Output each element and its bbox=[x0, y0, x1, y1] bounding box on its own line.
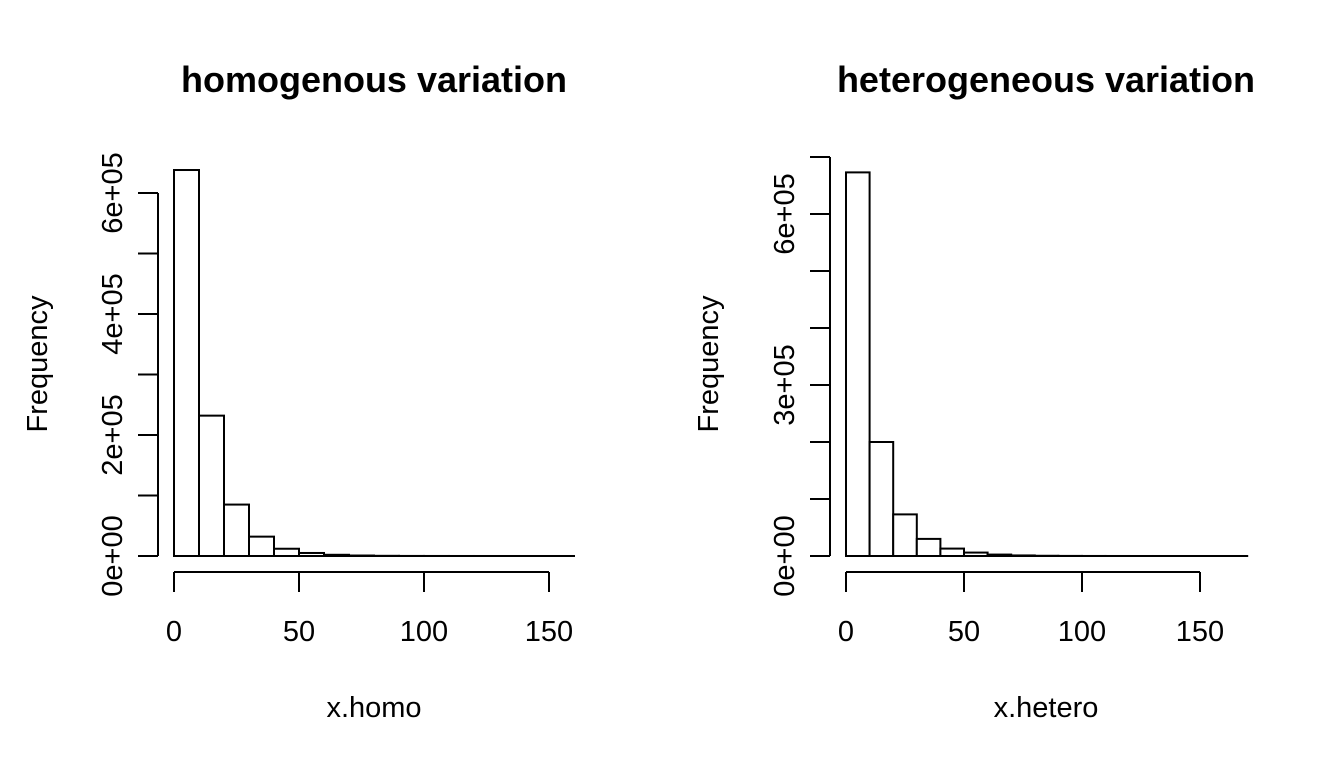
x-tick-label: 150 bbox=[1176, 616, 1224, 648]
histogram-bar bbox=[173, 169, 200, 557]
bars bbox=[173, 169, 575, 558]
y-tick-label: 6e+05 bbox=[97, 152, 129, 233]
x-axis-label: x.hetero bbox=[994, 692, 1099, 724]
x-tick-label: 50 bbox=[283, 616, 315, 648]
y-axis: 0e+00 3e+05 6e+05 bbox=[769, 156, 831, 597]
x-axis-label: x.homo bbox=[326, 692, 421, 724]
histogram-bar bbox=[198, 414, 225, 558]
y-tick-label: 6e+05 bbox=[769, 173, 801, 254]
x-tick-label: 50 bbox=[948, 616, 980, 648]
histogram-panel-homogenous: homogenous variation x.homo Frequency 0 5… bbox=[22, 59, 575, 724]
y-tick-label: 3e+05 bbox=[769, 344, 801, 425]
histogram-bar bbox=[915, 537, 942, 558]
y-axis-label: Frequency bbox=[22, 295, 54, 433]
y-tick-label: 0e+00 bbox=[97, 515, 129, 596]
histogram-panel-heterogeneous: heterogeneous variation x.hetero Frequen… bbox=[693, 59, 1255, 724]
histogram-bar bbox=[223, 503, 250, 558]
x-axis: 0 50 100 150 bbox=[838, 571, 1224, 648]
x-axis: 0 50 100 150 bbox=[166, 571, 573, 648]
histogram-bar bbox=[939, 547, 966, 558]
histogram-bar bbox=[963, 551, 989, 558]
chart-title: homogenous variation bbox=[181, 59, 567, 100]
bars bbox=[845, 171, 1249, 558]
histogram-bar bbox=[273, 547, 300, 557]
x-tick-label: 100 bbox=[400, 616, 448, 648]
y-tick-label: 4e+05 bbox=[97, 273, 129, 354]
y-axis-label: Frequency bbox=[693, 295, 725, 433]
histogram-bar bbox=[986, 553, 1013, 558]
x-tick-label: 100 bbox=[1058, 616, 1106, 648]
histogram-bar bbox=[298, 551, 325, 557]
y-tick-label: 2e+05 bbox=[97, 394, 129, 475]
histogram-bar bbox=[1010, 554, 1036, 557]
x-tick-label: 0 bbox=[166, 616, 182, 648]
y-tick-label: 0e+00 bbox=[769, 515, 801, 596]
x-tick-label: 150 bbox=[525, 616, 573, 648]
histogram-bar bbox=[845, 171, 871, 557]
histogram-bar bbox=[248, 535, 275, 558]
histogram-bar bbox=[892, 513, 918, 558]
x-tick-label: 0 bbox=[838, 616, 854, 648]
histogram-bar bbox=[868, 441, 895, 557]
y-axis: 0e+00 2e+05 4e+05 6e+05 bbox=[97, 152, 159, 597]
chart-title: heterogeneous variation bbox=[837, 59, 1255, 100]
histogram-bar bbox=[323, 553, 350, 557]
